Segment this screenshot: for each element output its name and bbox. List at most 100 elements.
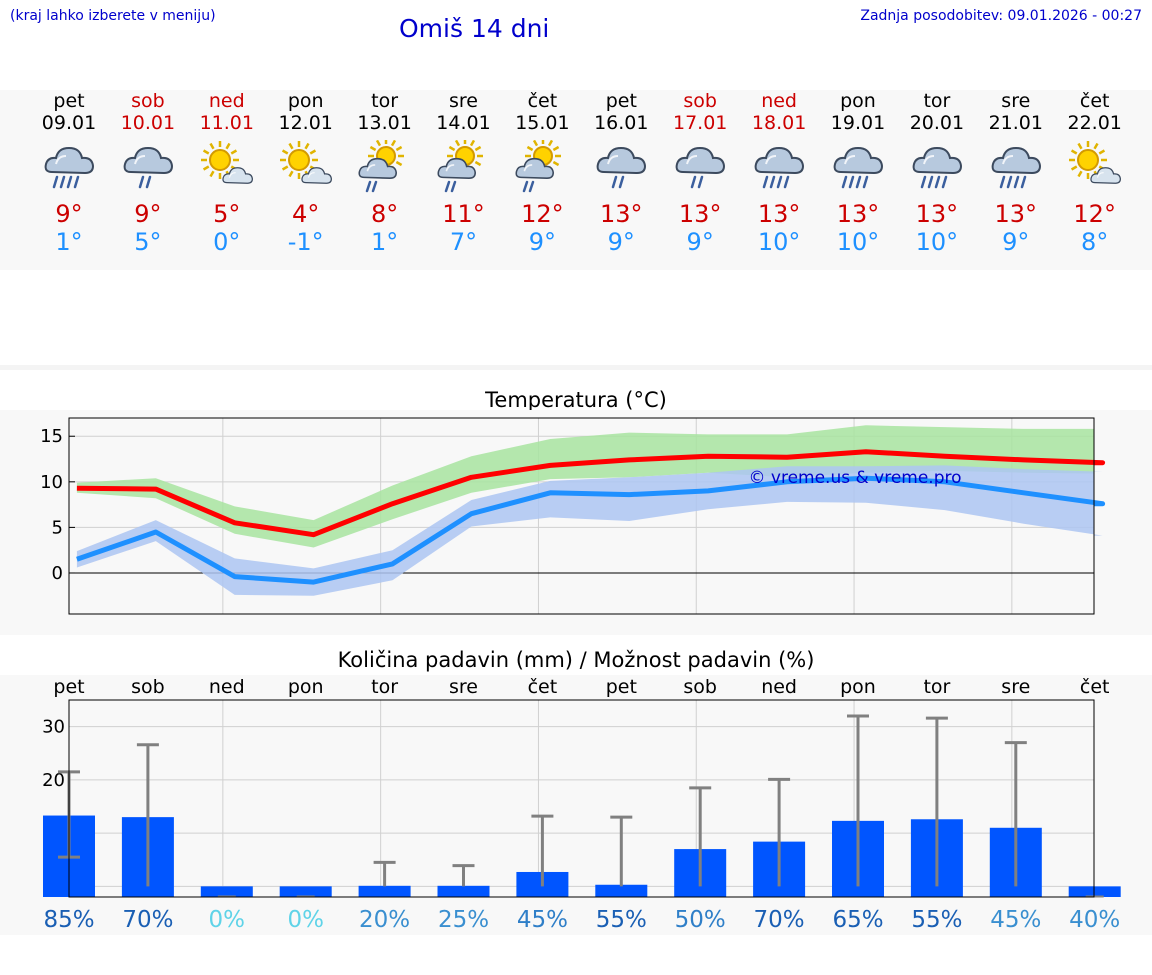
plot-frame <box>68 699 1095 898</box>
temp-max: 4° <box>292 200 320 228</box>
forecast-day: ned 11.01 5° 0° <box>187 90 267 256</box>
sun-cloud-rain-icon <box>515 140 562 193</box>
temp-min: 1° <box>370 228 399 256</box>
temp-min: 7° <box>449 228 478 256</box>
location-note[interactable]: (kraj lahko izberete v meniju) <box>10 8 216 24</box>
day-name: sre <box>1001 90 1031 112</box>
temp-min: 1° <box>55 228 83 256</box>
temp-min: -1° <box>287 228 324 256</box>
sun-cloud-icon <box>1068 141 1121 184</box>
day-label: pon <box>288 676 324 698</box>
precip-probability: 85% <box>43 907 94 933</box>
temp-min: 0° <box>213 228 241 256</box>
plot-frame <box>68 417 1095 615</box>
precipitation-chart-panel: 0102030pet85%sob70%ned0%pon0%tor20%sre25… <box>0 675 1152 935</box>
temperature-chart: 0 5 10 15 © vreme.us & vreme.pro <box>40 417 1106 615</box>
y-tick-label: 20 <box>42 770 65 791</box>
day-label: čet <box>528 676 558 698</box>
precipitation-chart: 0102030pet85%sob70%ned0%pon0%tor20%sre25… <box>42 676 1121 933</box>
day-name: tor <box>371 90 399 112</box>
day-name: ned <box>208 90 245 112</box>
forecast-day: čet 22.01 12° 8° <box>1055 90 1135 256</box>
y-tick-label: 15 <box>40 426 63 447</box>
y-tick-label: 0 <box>52 563 63 584</box>
day-label: ned <box>761 676 797 698</box>
temp-max: 9° <box>134 200 162 228</box>
forecast-day: pon 19.01 13° 10° <box>818 90 898 256</box>
temp-max: 12° <box>521 200 564 228</box>
cloud-light-rain-icon <box>675 146 726 189</box>
precip-probability: 70% <box>122 907 173 933</box>
forecast-day: pon 12.01 4° -1° <box>266 90 346 256</box>
precip-probability: 50% <box>675 907 726 933</box>
last-update: Zadnja posodobitev: 09.01.2026 - 00:27 <box>860 8 1142 24</box>
precip-bar <box>200 886 253 897</box>
sun-cloud-icon <box>200 141 253 184</box>
precip-probability: 65% <box>832 907 883 933</box>
temp-max: 13° <box>600 200 643 228</box>
forecast-day: pet 16.01 13° 9° <box>581 90 661 256</box>
temp-min: 9° <box>686 228 714 256</box>
day-label: tor <box>923 676 950 698</box>
day-name: čet <box>527 90 558 112</box>
day-date: 13.01 <box>357 112 412 134</box>
sun-cloud-icon <box>279 141 332 184</box>
day-label: ned <box>209 676 245 698</box>
precip-probability: 45% <box>990 907 1041 933</box>
temp-min: 8° <box>1081 228 1109 256</box>
min-temp-line <box>76 475 1106 585</box>
day-label: pet <box>606 676 637 698</box>
temp-max: 13° <box>915 200 959 228</box>
temp-min: 10° <box>836 228 880 256</box>
forecast-strip: pet 09.01 9° 1° sob 10.01 9° 5° ned 11.01 5° 0° pon 1… <box>0 90 1152 270</box>
cloud-light-rain-icon <box>123 146 173 189</box>
day-date: 21.01 <box>988 112 1043 134</box>
forecast-day: sob 17.01 13° 9° <box>660 90 740 256</box>
precip-probability: 0% <box>287 907 324 933</box>
day-label: pon <box>840 676 876 698</box>
forecast-day: sre 14.01 11° 7° <box>424 90 504 256</box>
watermark: © vreme.us & vreme.pro <box>748 468 961 488</box>
max-temp-band <box>76 425 1103 548</box>
precip-probability: 70% <box>754 907 805 933</box>
temp-max: 12° <box>1073 200 1116 228</box>
day-name: pon <box>287 90 324 112</box>
forecast-day: ned 18.01 13° 10° <box>739 90 819 256</box>
precipitation-chart-title: Količina padavin (mm) / Možnost padavin … <box>337 648 815 672</box>
forecast-day: pet 09.01 9° 1° <box>29 90 109 256</box>
day-date: 10.01 <box>120 112 176 134</box>
temperature-chart-title: Temperatura (°C) <box>485 388 667 412</box>
day-date: 19.01 <box>830 112 886 134</box>
precip-bar <box>358 885 411 897</box>
forecast-day: tor 20.01 13° 10° <box>897 90 977 256</box>
temp-max: 8° <box>370 200 399 228</box>
day-label: pet <box>53 676 84 698</box>
day-date: 15.01 <box>515 112 570 134</box>
ad-spacer <box>0 365 1152 370</box>
day-date: 17.01 <box>672 112 728 134</box>
day-date: 16.01 <box>594 112 649 134</box>
day-label: čet <box>1080 676 1110 698</box>
min-temp-band <box>76 465 1103 596</box>
cloud-heavy-rain-icon <box>833 146 884 189</box>
cloud-heavy-rain-icon <box>912 146 962 189</box>
precip-probability: 25% <box>438 907 489 933</box>
precip-probability: 0% <box>209 907 246 933</box>
precip-probability: 55% <box>911 907 962 933</box>
day-label: sre <box>1001 676 1030 698</box>
temp-max: 13° <box>757 200 801 228</box>
day-date: 12.01 <box>278 112 333 134</box>
precip-bar <box>595 884 648 897</box>
temp-min: 9° <box>528 228 557 256</box>
cloud-heavy-rain-icon <box>754 146 805 189</box>
temp-min: 10° <box>757 228 801 256</box>
forecast-day: sre 21.01 13° 9° <box>976 90 1056 256</box>
temp-min: 9° <box>607 228 635 256</box>
max-temp-line <box>76 449 1106 538</box>
page-title: Omiš 14 dni <box>399 14 550 43</box>
precip-bar <box>1068 886 1121 897</box>
day-name: čet <box>1079 90 1110 112</box>
forecast-day: čet 15.01 12° 9° <box>502 90 582 256</box>
day-name: ned <box>761 90 797 112</box>
day-date: 11.01 <box>199 112 254 134</box>
